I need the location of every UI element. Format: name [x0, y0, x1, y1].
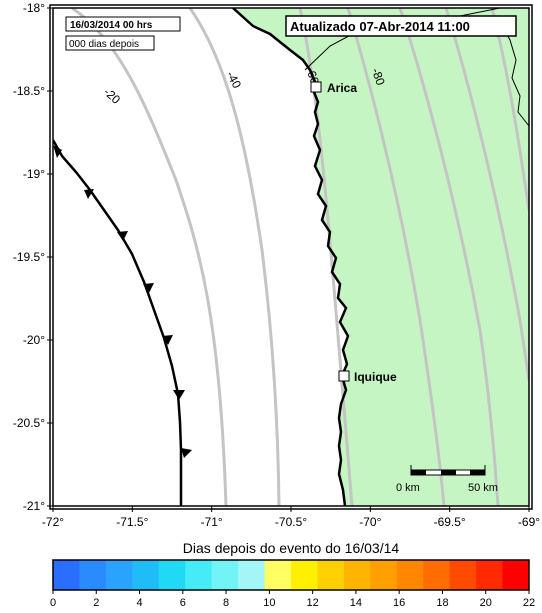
date-box: 16/03/2014 00 hrs 000 dias depois — [65, 16, 181, 51]
lat-tick-label: -21° — [23, 499, 45, 513]
contour-line-60 — [298, 8, 354, 506]
date-box-line2: 000 dias depois — [69, 39, 139, 50]
lat-tick-label: -19° — [23, 167, 45, 181]
colorbar-title: Dias depois do evento do 16/03/14 — [183, 540, 400, 556]
contour-label-60: -60 — [303, 65, 322, 86]
colorbar-segment — [370, 560, 398, 590]
lon-tick-label: -72° — [42, 515, 64, 529]
colorbar-segment — [53, 560, 80, 590]
colorbar-segment — [291, 560, 318, 590]
scale-bar-end-label: 50 km — [468, 482, 498, 494]
lon-tick-label: -70.5° — [275, 515, 307, 529]
city-marker-arica — [310, 81, 322, 93]
date-box-line2-frame — [65, 35, 155, 51]
city-arica: Arica — [310, 81, 357, 95]
colorbar-segment — [238, 560, 266, 590]
colorbar-tick-label: 18 — [436, 597, 448, 609]
contour-line-20 — [71, 8, 228, 506]
scale-bar: 0 km 50 km — [396, 465, 498, 494]
colorbar-tick-label: 12 — [307, 597, 319, 609]
colorbar-frame — [52, 559, 530, 591]
colorbar-segment — [396, 560, 424, 590]
land-area — [233, 8, 529, 506]
colorbar-segment — [105, 560, 133, 590]
updated-box: Atualizado 07-Abr-2014 11:00 — [285, 15, 517, 37]
updated-box-frame — [285, 15, 517, 37]
colorbar-ticks: 0 2 4 6 8 10 12 14 16 18 20 22 — [50, 590, 535, 609]
colorbar-segment — [185, 560, 213, 590]
lon-tick-label: -69.5° — [434, 515, 466, 529]
colorbar-tick-label: 10 — [263, 597, 275, 609]
subduction-trench — [53, 139, 183, 506]
contour-line-100 — [398, 8, 500, 506]
date-box-line1: 16/03/2014 00 hrs — [70, 20, 153, 31]
lat-tick-label: -18.5° — [13, 84, 45, 98]
lat-tick-label: -20° — [23, 333, 45, 347]
city-label-iquique: Iquique — [354, 370, 397, 384]
colorbar-segment — [211, 560, 239, 590]
colorbar-segment — [264, 560, 292, 590]
colorbar-tick-label: 6 — [180, 597, 186, 609]
contour-label-80: -80 — [369, 66, 388, 87]
colorbar-tick-label: 2 — [93, 597, 99, 609]
contour-line-120 — [444, 8, 529, 381]
colorbar-segment — [449, 560, 477, 590]
axis-ticks: -72° -71.5° -71° -70.5° -70° -69.5° -69° -18° -1… — [13, 1, 540, 529]
colorbar — [52, 559, 530, 591]
colorbar-tick-label: 0 — [50, 597, 56, 609]
lon-tick-label: -70° — [359, 515, 381, 529]
contour-line-40 — [188, 8, 281, 506]
colorbar-tick-label: 22 — [523, 597, 535, 609]
city-label-arica: Arica — [327, 81, 357, 95]
colorbar-tick-label: 14 — [350, 597, 362, 609]
colorbar-segment — [79, 560, 107, 590]
date-box-line1-frame — [65, 16, 181, 32]
colorbar-segment — [343, 560, 371, 590]
colorbar-segment — [158, 560, 186, 590]
colorbar-segment — [502, 560, 530, 590]
updated-label: Atualizado 07-Abr-2014 11:00 — [290, 19, 470, 34]
colorbar-segment — [423, 560, 451, 590]
lat-tick-label: -19.5° — [13, 250, 45, 264]
colorbar-tick-label: 4 — [136, 597, 142, 609]
contour-line-80 — [346, 8, 446, 506]
colorbar-tick-label: 16 — [393, 597, 405, 609]
city-marker-iquique — [338, 370, 350, 382]
lat-tick-label: -18° — [23, 1, 45, 15]
colorbar-segment — [132, 560, 160, 590]
city-iquique: Iquique — [338, 370, 397, 384]
lon-tick-label: -71° — [201, 515, 223, 529]
lat-tick-label: -20.5° — [13, 416, 45, 430]
colorbar-tick-label: 20 — [480, 597, 492, 609]
colorbar-tick-label: 8 — [223, 597, 229, 609]
scale-bar-start-label: 0 km — [396, 482, 420, 494]
colorbar-segment — [476, 560, 504, 590]
lon-tick-label: -69° — [518, 515, 540, 529]
lon-tick-label: -71.5° — [116, 515, 148, 529]
colorbar-segment — [317, 560, 345, 590]
trench-teeth — [53, 145, 192, 458]
